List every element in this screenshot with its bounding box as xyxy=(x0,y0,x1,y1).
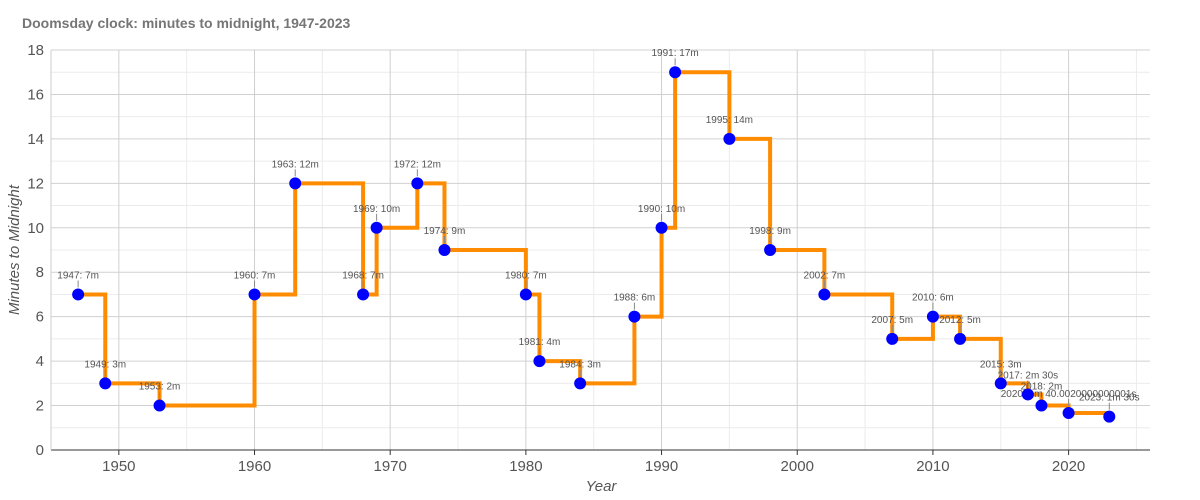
x-tick-label: 1990 xyxy=(645,458,678,475)
point-annotation: 2020: 1m 40.0020000000001s xyxy=(1001,389,1137,400)
data-point xyxy=(669,66,682,79)
data-point xyxy=(153,399,166,412)
data-point xyxy=(1103,410,1116,423)
y-tick-label: 18 xyxy=(27,42,44,59)
y-tick-label: 2 xyxy=(36,398,44,415)
data-point xyxy=(357,288,370,301)
y-tick-label: 16 xyxy=(27,86,44,103)
y-tick-label: 6 xyxy=(36,309,44,326)
data-point xyxy=(248,288,261,301)
y-tick-label: 8 xyxy=(36,264,44,281)
y-tick-label: 0 xyxy=(36,442,44,459)
data-point xyxy=(519,288,532,301)
x-tick-label: 2000 xyxy=(781,458,814,475)
x-tick-label: 1980 xyxy=(509,458,542,475)
minor-gridlines xyxy=(50,50,1150,450)
x-tick-label: 1970 xyxy=(374,458,407,475)
data-points xyxy=(72,66,1116,423)
point-annotation: 1988: 6m xyxy=(614,293,656,304)
data-point xyxy=(818,288,831,301)
point-annotation: 1981: 4m xyxy=(519,337,561,348)
point-annotation: 1947: 7m xyxy=(57,270,99,281)
point-annotation: 1990: 10m xyxy=(638,204,685,215)
x-tick-label: 1960 xyxy=(238,458,271,475)
point-annotation: 2017: 2m 30s xyxy=(998,370,1059,381)
point-annotation: 1991: 17m xyxy=(651,48,698,59)
point-annotation: 1953: 2m xyxy=(139,382,181,393)
point-annotation: 1963: 12m xyxy=(272,159,319,170)
data-point xyxy=(764,244,777,256)
y-tick-label: 10 xyxy=(27,220,44,237)
data-point xyxy=(723,132,736,145)
point-annotation: 2010: 6m xyxy=(912,293,954,304)
point-annotation: 1974: 9m xyxy=(424,226,466,237)
data-point xyxy=(1021,388,1034,401)
point-annotation: 2002: 7m xyxy=(804,270,846,281)
point-annotation: 2023: 1m 30s xyxy=(1079,393,1140,404)
data-point xyxy=(1035,399,1048,412)
data-point xyxy=(655,221,668,234)
data-point xyxy=(1062,406,1075,419)
data-point xyxy=(533,355,546,368)
x-tick-label: 1950 xyxy=(102,458,135,475)
tick-labels: 0 2 4 6 8 10 12 14 16 18 1950 1960 1970 1980 1990 2000 2… xyxy=(27,42,1085,475)
data-point xyxy=(411,177,424,190)
axes xyxy=(50,50,1150,455)
y-axis-label: Minutes to Midnight xyxy=(6,184,23,315)
data-point xyxy=(926,310,939,323)
point-annotation: 1972: 12m xyxy=(394,159,441,170)
point-annotation: 2015: 3m xyxy=(980,359,1022,370)
point-annotation: 1968: 7m xyxy=(342,270,384,281)
point-annotation: 1960: 7m xyxy=(234,270,276,281)
point-annotation: 1998: 9m xyxy=(749,226,791,237)
data-point xyxy=(886,332,899,345)
data-point xyxy=(99,377,112,390)
x-tick-label: 2020 xyxy=(1052,458,1085,475)
point-annotation: 2007: 5m xyxy=(871,315,913,326)
point-annotation: 1969: 10m xyxy=(353,204,400,215)
point-annotation: 1984: 3m xyxy=(559,359,601,370)
step-line xyxy=(78,70,1112,417)
point-annotation: 2018: 2m xyxy=(1021,382,1063,393)
x-tick-label: 2010 xyxy=(916,458,949,475)
chart-title: Doomsday clock: minutes to midnight, 194… xyxy=(22,15,351,31)
y-tick-label: 4 xyxy=(36,353,44,370)
point-annotation: 1949: 3m xyxy=(84,359,126,370)
x-axis-label: Year xyxy=(586,478,618,495)
y-tick-label: 14 xyxy=(27,131,44,148)
point-annotation: 2012: 5m xyxy=(939,315,981,326)
data-point xyxy=(438,244,451,256)
y-tick-label: 12 xyxy=(27,175,44,192)
point-annotation: 1980: 7m xyxy=(505,270,547,281)
data-point xyxy=(954,332,967,345)
point-annotation: 1995: 14m xyxy=(706,115,753,126)
data-point xyxy=(289,177,302,190)
data-point xyxy=(628,310,641,323)
step-series xyxy=(78,70,1112,417)
data-point xyxy=(574,377,587,390)
data-point xyxy=(994,377,1007,390)
data-point xyxy=(370,221,383,234)
data-point xyxy=(72,288,85,301)
data-annotations: 1947: 7m 1949: 3m 1953: 2m 1960: 7m 1963: 12… xyxy=(57,48,1140,410)
